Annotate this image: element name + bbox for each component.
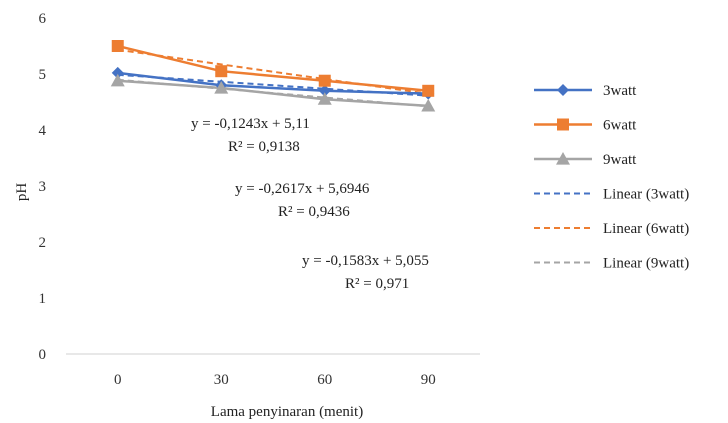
y-tick-label: 0 xyxy=(39,347,47,363)
legend-label: Linear (9watt) xyxy=(603,256,689,272)
legend-item: Linear (9watt) xyxy=(534,256,689,272)
legend-label: 6watt xyxy=(603,118,637,134)
series-markers xyxy=(110,40,436,112)
trendline-equations: y = -0,1243x + 5,11 R² = 0,9138 y = -0,261… xyxy=(191,116,429,292)
data-point-9watt xyxy=(110,73,125,87)
data-point-6watt xyxy=(318,74,331,87)
legend: 3watt 6watt 9watt Linear (3watt) Linear (6wa… xyxy=(534,83,689,272)
data-point-6watt xyxy=(422,84,435,97)
legend-marker xyxy=(556,152,570,165)
data-point-6watt xyxy=(215,65,228,78)
series-line-6watt xyxy=(117,44,429,93)
data-point-9watt xyxy=(421,98,436,112)
series-lines xyxy=(117,44,429,108)
legend-label: Linear (6watt) xyxy=(603,221,689,237)
y-tick-label: 6 xyxy=(39,11,47,27)
legend-label: 3watt xyxy=(603,83,637,99)
legend-item: 9watt xyxy=(534,152,637,168)
y-tick-label: 3 xyxy=(39,179,47,195)
trendline-r-squared: R² = 0,971 xyxy=(345,276,409,292)
trendline-r-squared: R² = 0,9436 xyxy=(278,204,350,220)
trendline-r-squared: R² = 0,9138 xyxy=(228,139,300,155)
y-tick-label: 5 xyxy=(39,67,47,83)
legend-item: Linear (3watt) xyxy=(534,187,689,203)
x-tick-label: 0 xyxy=(114,372,122,388)
legend-label: 9watt xyxy=(603,152,637,168)
trendline-equation: y = -0,2617x + 5,6946 xyxy=(235,181,370,197)
series-line-3watt xyxy=(117,71,429,95)
y-axis-title: pH xyxy=(14,183,30,202)
trendline-equation: y = -0,1583x + 5,055 xyxy=(302,253,429,269)
x-tick-label: 30 xyxy=(214,372,229,388)
legend-marker xyxy=(557,84,569,96)
x-tick-label: 90 xyxy=(421,372,436,388)
data-point-3watt xyxy=(318,84,331,97)
legend-item: 3watt xyxy=(534,83,637,99)
legend-marker xyxy=(557,118,569,131)
legend-label: Linear (3watt) xyxy=(603,187,689,203)
series-line-9watt xyxy=(117,79,429,108)
data-point-9watt xyxy=(317,92,332,105)
y-tick-label: 4 xyxy=(39,123,47,139)
y-tick-label: 2 xyxy=(39,235,47,251)
legend-item: 6watt xyxy=(534,118,637,134)
x-tick-label: 60 xyxy=(317,372,332,388)
data-point-9watt xyxy=(214,81,229,94)
trendline-equation: y = -0,1243x + 5,11 xyxy=(191,116,310,132)
data-point-6watt xyxy=(111,40,124,52)
y-tick-label: 1 xyxy=(39,291,47,307)
data-point-3watt xyxy=(111,66,124,79)
legend-item: Linear (6watt) xyxy=(534,221,689,237)
x-axis-title: Lama penyinaran (menit) xyxy=(211,404,363,420)
